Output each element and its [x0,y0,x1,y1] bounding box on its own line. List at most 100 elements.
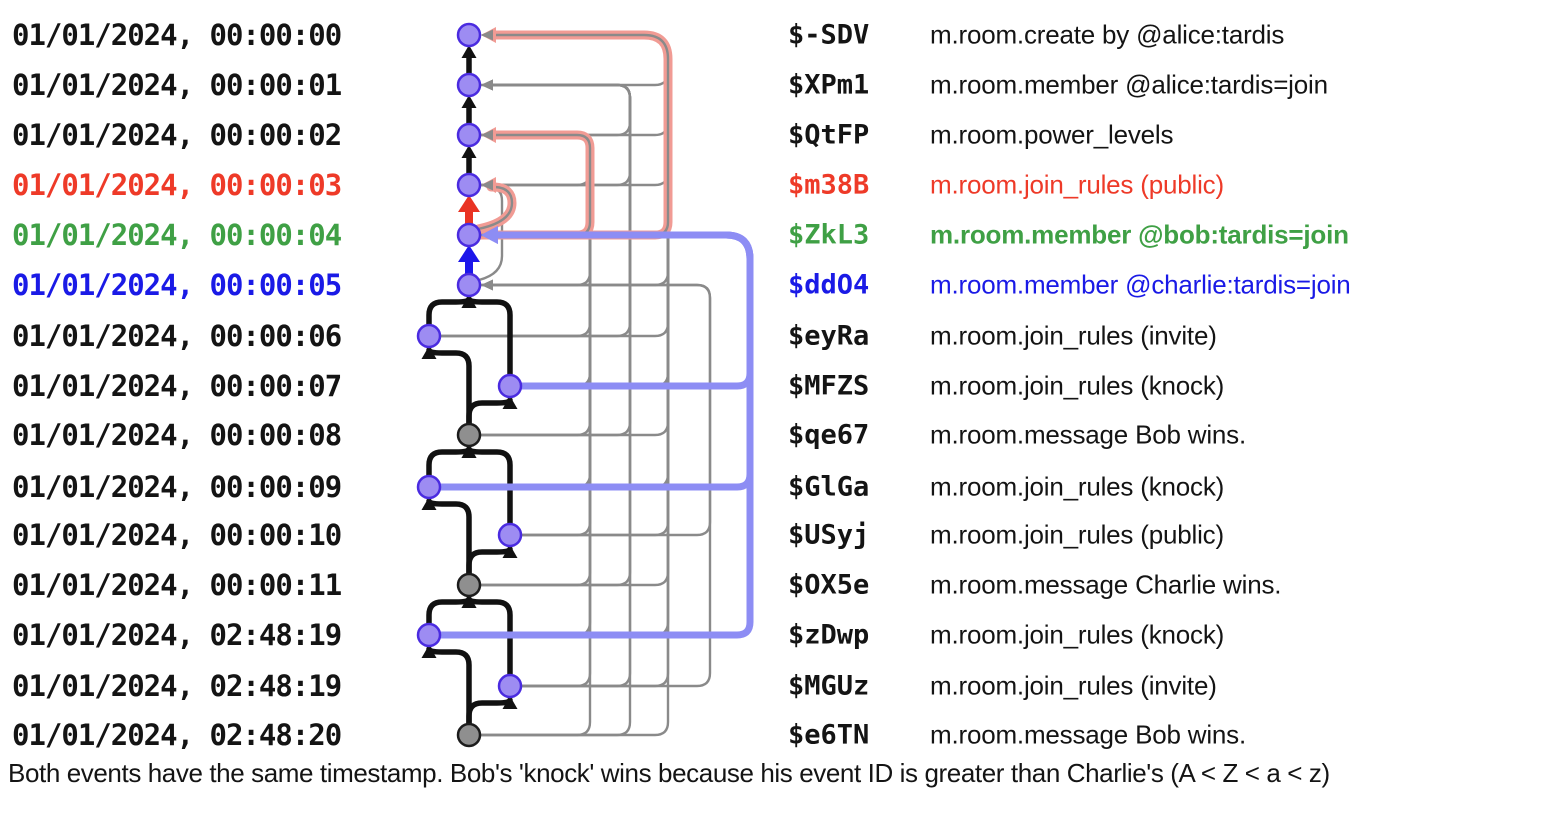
event-id: $ZkL3 [788,219,870,251]
event-timestamp: 01/01/2024, 02:48:19 [12,669,342,703]
event-row: 01/01/2024, 00:00:06 $eyRa m.room.join_rul… [0,318,1566,354]
event-id: $m38B [788,169,870,201]
auth-edge [476,185,514,231]
event-timestamp: 01/01/2024, 00:00:09 [12,470,342,504]
event-node-$eyRa[interactable] [416,323,442,349]
reference-edge-highlight [488,231,754,390]
event-node-$zDwp[interactable] [416,622,442,648]
event-node-$QtFP[interactable] [456,122,482,148]
prev-arrow-icon [502,396,518,409]
event-timestamp: 01/01/2024, 00:00:01 [12,68,342,102]
prev-arrow-icon [461,95,477,108]
auth-arrow-icon [481,29,493,41]
event-id: $zDwp [788,619,870,651]
prev-arrow-icon [461,595,477,608]
auth-edge [476,33,670,187]
event-id: $GlGa [788,471,870,503]
event-timestamp: 01/01/2024, 00:00:10 [12,518,342,552]
reference-arrow-icon [481,226,498,244]
event-timestamp: 01/01/2024, 02:48:19 [12,618,342,652]
prev-arrow-icon [458,245,480,262]
event-timestamp: 01/01/2024, 00:00:05 [12,268,342,302]
auth-arrow-icon [481,79,493,91]
event-row: 01/01/2024, 02:48:20 $e6TN m.room.message … [0,717,1566,753]
event-description: m.room.member @alice:tardis=join [930,69,1328,100]
event-node-$-SDV[interactable] [456,22,482,48]
prev-arrow-icon [502,696,518,709]
event-row: 01/01/2024, 00:00:00 $-SDV m.room.create b… [0,17,1566,53]
event-node-$MFZS[interactable] [497,373,523,399]
event-node-$USyj[interactable] [497,522,523,548]
event-row: 01/01/2024, 02:48:19 $MGUz m.room.join_rul… [0,668,1566,704]
event-description: m.room.message Bob wins. [930,419,1246,450]
event-row: 01/01/2024, 00:00:01 $XPm1 m.room.member @… [0,67,1566,103]
auth-edge [476,83,632,737]
event-row: 01/01/2024, 00:00:04 $ZkL3 m.room.member @… [0,217,1566,253]
event-description: m.room.power_levels [930,119,1174,150]
prev-arrow-icon [458,195,480,212]
event-node-$m38B[interactable] [456,172,482,198]
event-row: 01/01/2024, 00:00:02 $QtFP m.room.power_le… [0,117,1566,153]
event-timestamp: 01/01/2024, 00:00:04 [12,218,342,252]
event-id: $qe67 [788,419,870,451]
prev-arrow-icon [421,497,437,510]
event-node-$OX5e[interactable] [456,572,482,598]
event-id: $eyRa [788,320,870,352]
event-description: m.room.join_rules (public) [930,519,1224,550]
prev-arrow-icon [461,145,477,158]
event-id: $-SDV [788,19,870,51]
explanation-caption: Both events have the same timestamp. Bob… [8,758,1330,788]
auth-edge [476,133,592,287]
event-row: 01/01/2024, 02:48:19 $zDwp m.room.join_rul… [0,617,1566,653]
event-description: m.room.message Charlie wins. [930,569,1282,600]
event-timestamp: 01/01/2024, 00:00:07 [12,369,342,403]
event-node-$e6TN[interactable] [456,722,482,748]
event-id: $MFZS [788,370,870,402]
event-description: m.room.member @bob:tardis=join [930,219,1349,250]
event-row: 01/01/2024, 00:00:09 $GlGa m.room.join_rul… [0,469,1566,505]
event-timestamp: 01/01/2024, 00:00:02 [12,118,342,152]
event-node-$GlGa[interactable] [416,474,442,500]
event-id: $ddO4 [788,269,870,301]
event-id: $QtFP [788,119,870,151]
event-row: 01/01/2024, 00:00:03 $m38B m.room.join_rul… [0,167,1566,203]
prev-arrow-icon [421,346,437,359]
event-id: $USyj [788,519,870,551]
event-description: m.room.message Bob wins. [930,719,1246,750]
event-timestamp: 01/01/2024, 00:00:06 [12,319,342,353]
event-description: m.room.member @charlie:tardis=join [930,269,1351,300]
event-row: 01/01/2024, 00:00:07 $MFZS m.room.join_rul… [0,368,1566,404]
event-timestamp: 01/01/2024, 00:00:11 [12,568,342,602]
event-node-$ZkL3[interactable] [456,222,482,248]
event-timestamp: 01/01/2024, 00:00:08 [12,418,342,452]
event-row: 01/01/2024, 00:00:11 $OX5e m.room.message … [0,567,1566,603]
event-timestamp: 01/01/2024, 02:48:20 [12,718,342,752]
event-description: m.room.join_rules (knock) [930,370,1225,401]
reference-edge-highlight [434,231,754,639]
event-row: 01/01/2024, 00:00:05 $ddO4 m.room.member @… [0,267,1566,303]
prev-arrow-icon [502,545,518,558]
event-id: $e6TN [788,719,870,751]
event-description: m.room.join_rules (public) [930,169,1224,200]
auth-arrow-icon [481,279,493,291]
event-description: m.room.join_rules (knock) [930,471,1225,502]
event-id: $OX5e [788,569,870,601]
event-timestamp: 01/01/2024, 00:00:03 [12,168,342,202]
event-timestamp: 01/01/2024, 00:00:00 [12,18,342,52]
event-description: m.room.join_rules (knock) [930,619,1225,650]
event-description: m.room.join_rules (invite) [930,670,1217,701]
prev-arrow-icon [461,45,477,58]
event-node-$MGUz[interactable] [497,673,523,699]
event-node-$ddO4[interactable] [456,272,482,298]
event-id: $XPm1 [788,69,870,101]
event-description: m.room.create by @alice:tardis [930,19,1285,50]
auth-arrow-icon [481,179,493,191]
event-row: 01/01/2024, 00:00:10 $USyj m.room.join_rul… [0,517,1566,553]
prev-arrow-icon [421,645,437,658]
event-node-$qe67[interactable] [456,422,482,448]
event-node-$XPm1[interactable] [456,72,482,98]
event-id: $MGUz [788,670,870,702]
event-description: m.room.join_rules (invite) [930,320,1217,351]
